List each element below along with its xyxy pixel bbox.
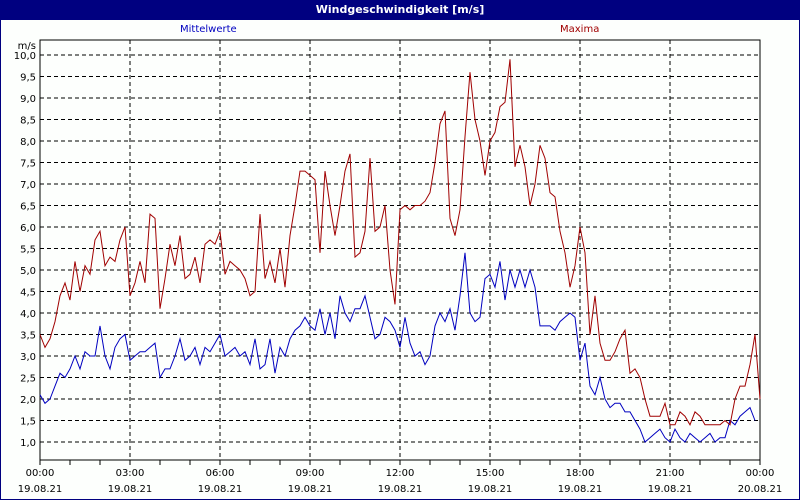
y-tick-label: 5,0 (20, 266, 36, 277)
x-tick-time: 15:00 (476, 468, 505, 479)
y-tick-label: 6,0 (20, 223, 36, 234)
y-tick-label: 7,5 (20, 159, 36, 170)
x-tick-time: 06:00 (206, 468, 235, 479)
y-tick-label: 9,5 (20, 73, 36, 84)
y-tick-label: 1,5 (20, 417, 36, 428)
y-tick-label: 2,0 (20, 395, 36, 406)
y-tick-label: 5,5 (20, 245, 36, 256)
y-tick-label: 7,0 (20, 180, 36, 191)
legend-mean: Mittelwerte (180, 24, 237, 35)
x-tick-date: 19.08.21 (18, 484, 63, 495)
x-tick-date: 19.08.21 (558, 484, 603, 495)
series-max-line (39, 59, 761, 426)
x-tick-time: 21:00 (656, 468, 685, 479)
chart-title: Windgeschwindigkeit [m/s] (0, 0, 800, 20)
x-tick-date: 20.08.21 (738, 484, 783, 495)
x-tick-date: 19.08.21 (378, 484, 423, 495)
y-tick-label: 10,0 (14, 51, 36, 62)
y-axis-unit: m/s (18, 41, 36, 52)
x-tick-time: 00:00 (746, 468, 775, 479)
x-tick-time: 03:00 (116, 468, 145, 479)
x-tick-date: 19.08.21 (468, 484, 513, 495)
legend-max: Maxima (560, 24, 600, 35)
x-tick-time: 00:00 (26, 468, 55, 479)
x-tick-date: 19.08.21 (288, 484, 333, 495)
y-tick-label: 9,0 (20, 94, 36, 105)
y-tick-label: 4,0 (20, 309, 36, 320)
y-tick-label: 6,5 (20, 202, 36, 213)
x-tick-date: 19.08.21 (108, 484, 153, 495)
y-tick-label: 4,5 (20, 288, 36, 299)
y-tick-label: 8,0 (20, 137, 36, 148)
y-tick-label: 3,5 (20, 331, 36, 342)
x-tick-time: 09:00 (296, 468, 325, 479)
x-tick-date: 19.08.21 (198, 484, 243, 495)
x-tick-time: 12:00 (386, 468, 415, 479)
y-tick-label: 8,5 (20, 116, 36, 127)
y-tick-label: 2,5 (20, 374, 36, 385)
x-tick-time: 18:00 (566, 468, 595, 479)
y-tick-label: 1,0 (20, 438, 36, 449)
y-tick-label: 3,0 (20, 352, 36, 363)
plot-box (39, 39, 761, 461)
series-mean-line (39, 252, 756, 443)
x-tick-date: 19.08.21 (648, 484, 693, 495)
